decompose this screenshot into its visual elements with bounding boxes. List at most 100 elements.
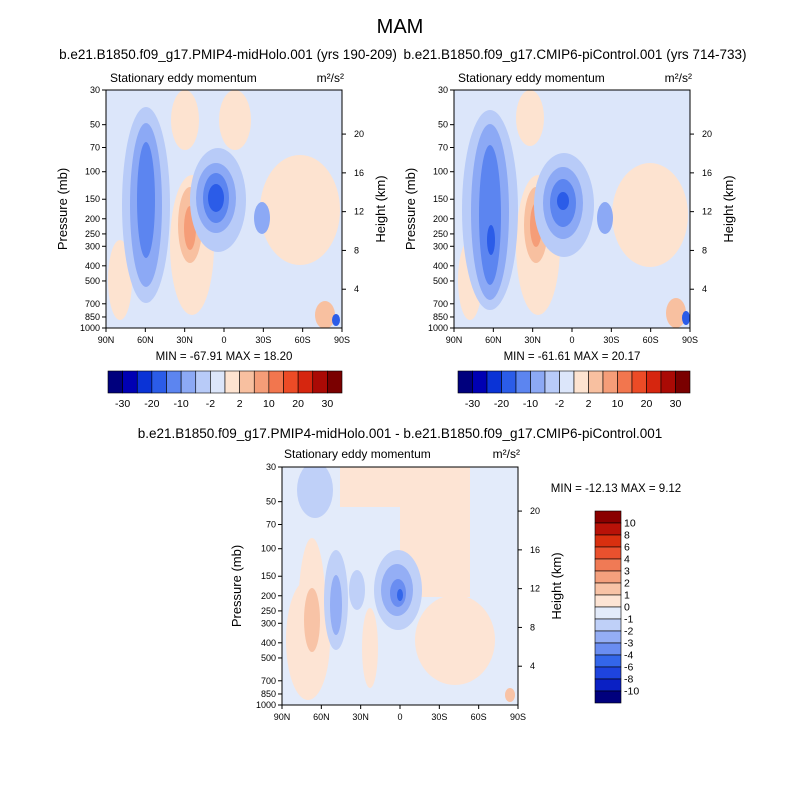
colorbar-swatch bbox=[312, 370, 328, 394]
panel-diff-units: m²/s² bbox=[493, 447, 520, 461]
panel-right-ylabel: Pressure (mb) bbox=[403, 168, 418, 250]
colorbar-swatch bbox=[646, 370, 662, 394]
y-tick-label: 70 bbox=[438, 143, 448, 153]
colorbar-swatch bbox=[631, 370, 647, 394]
colorbar-swatch bbox=[594, 510, 622, 524]
colorbar-swatch bbox=[594, 606, 622, 620]
colorbar-swatch bbox=[594, 594, 622, 608]
y-tick-label: 850 bbox=[85, 312, 100, 322]
colorbar-swatch bbox=[675, 370, 691, 394]
y-tick-label: 300 bbox=[85, 241, 100, 251]
colorbar-label: 10 bbox=[624, 518, 636, 530]
colorbar-swatch bbox=[239, 370, 255, 394]
y-tick-label: 30 bbox=[90, 85, 100, 95]
y-tick-label: 500 bbox=[85, 276, 100, 286]
y-tick-label: 100 bbox=[85, 167, 100, 177]
colorbar-swatch bbox=[594, 534, 622, 548]
y-tick-label: 150 bbox=[85, 194, 100, 204]
colorbar-label: 2 bbox=[624, 578, 630, 590]
colorbar-swatch bbox=[660, 370, 676, 394]
colorbar-label: 10 bbox=[612, 398, 624, 410]
colorbar-swatch bbox=[594, 558, 622, 572]
y-tick-label: 150 bbox=[433, 194, 448, 204]
y-tick-label: 200 bbox=[261, 591, 276, 601]
y-tick-right-label: 16 bbox=[354, 168, 364, 178]
colorbar-swatch bbox=[515, 370, 531, 394]
colorbar-label: 6 bbox=[624, 542, 630, 554]
panel-left-title: b.e21.B1850.f09_g17.PMIP4-midHolo.001 (y… bbox=[59, 47, 397, 62]
colorbar-swatch bbox=[486, 370, 502, 394]
y-tick-label: 700 bbox=[85, 299, 100, 309]
colorbar-swatch bbox=[107, 370, 123, 394]
x-tick-label: 60S bbox=[643, 335, 659, 345]
colorbar-swatch bbox=[268, 370, 284, 394]
y-tick-label: 150 bbox=[261, 571, 276, 581]
y-tick-right-label: 16 bbox=[530, 545, 540, 555]
colorbar-swatch bbox=[136, 370, 153, 394]
panel-left-field bbox=[106, 90, 342, 328]
colorbar-swatch bbox=[559, 370, 575, 394]
colorbar-label: -4 bbox=[624, 650, 633, 662]
colorbar-swatch bbox=[457, 370, 473, 394]
colorbar-swatch bbox=[472, 370, 488, 394]
panel-left-stats: MIN = -67.91 MAX = 18.20 bbox=[156, 351, 293, 363]
y-tick-label: 200 bbox=[85, 214, 100, 224]
colorbar-label: -30 bbox=[465, 398, 480, 410]
x-tick-label: 0 bbox=[569, 335, 574, 345]
colorbar-swatch bbox=[224, 370, 240, 394]
colorbar-swatch bbox=[594, 690, 622, 704]
x-tick-label: 0 bbox=[221, 335, 226, 345]
y-tick-label: 500 bbox=[433, 276, 448, 286]
panel-diff-title: b.e21.B1850.f09_g17.PMIP4-midHolo.001 - … bbox=[138, 426, 663, 441]
panel-left: b.e21.B1850.f09_g17.PMIP4-midHolo.001 (y… bbox=[55, 47, 397, 410]
y-tick-right-label: 8 bbox=[702, 245, 707, 255]
y-tick-label: 400 bbox=[433, 261, 448, 271]
x-tick-label: 30S bbox=[255, 335, 271, 345]
colorbar-label: 1 bbox=[624, 590, 630, 602]
colorbar-label: -10 bbox=[624, 686, 639, 698]
colorbar-label: 3 bbox=[624, 566, 630, 578]
y-tick-right-label: 20 bbox=[702, 129, 712, 139]
panel-diff-field bbox=[282, 467, 518, 705]
y-tick-right-label: 16 bbox=[702, 168, 712, 178]
panel-right-subtitle: Stationary eddy momentum bbox=[458, 71, 605, 85]
y-tick-label: 50 bbox=[266, 497, 276, 507]
y-tick-right-label: 4 bbox=[702, 284, 707, 294]
y-tick-label: 250 bbox=[433, 229, 448, 239]
panel-diff-ylabel: Pressure (mb) bbox=[229, 545, 244, 627]
x-tick-label: 30S bbox=[603, 335, 619, 345]
x-tick-label: 60S bbox=[295, 335, 311, 345]
x-tick-label: 90S bbox=[682, 335, 698, 345]
y-tick-label: 700 bbox=[261, 676, 276, 686]
y-tick-label: 200 bbox=[433, 214, 448, 224]
y-tick-right-label: 4 bbox=[354, 284, 359, 294]
colorbar-swatch bbox=[617, 370, 633, 394]
panel-left-axes: 90N 60N 30N 0 30S 60S 90S 30 50 70 100 150 200 250 300… bbox=[80, 85, 364, 345]
colorbar-swatch bbox=[594, 618, 622, 632]
y-tick-label: 1000 bbox=[80, 323, 100, 333]
y-tick-label: 250 bbox=[85, 229, 100, 239]
colorbar-swatch bbox=[151, 370, 167, 394]
y-tick-right-label: 20 bbox=[530, 506, 540, 516]
colorbar-swatch bbox=[501, 370, 517, 394]
panel-left-colorbar: -30 -20 -10 -2 2 10 20 30 bbox=[107, 370, 343, 410]
y-tick-label: 500 bbox=[261, 653, 276, 663]
panel-right-stats: MIN = -61.61 MAX = 20.17 bbox=[504, 351, 641, 363]
y-tick-label: 100 bbox=[433, 167, 448, 177]
y-tick-label: 1000 bbox=[428, 323, 448, 333]
colorbar-label: -2 bbox=[624, 626, 633, 638]
page-title: MAM bbox=[377, 16, 424, 38]
y-tick-label: 70 bbox=[266, 520, 276, 530]
panel-left-ylabel: Pressure (mb) bbox=[55, 168, 70, 250]
colorbar-label: 10 bbox=[263, 398, 275, 410]
colorbar-label: 8 bbox=[624, 530, 630, 542]
x-tick-label: 30N bbox=[352, 712, 369, 722]
colorbar-label: 20 bbox=[641, 398, 653, 410]
y-tick-right-label: 20 bbox=[354, 129, 364, 139]
x-tick-label: 90S bbox=[510, 712, 526, 722]
x-tick-label: 30N bbox=[176, 335, 193, 345]
colorbar-label: 2 bbox=[586, 398, 592, 410]
colorbar-label: 30 bbox=[670, 398, 682, 410]
colorbar-swatch bbox=[297, 370, 314, 394]
